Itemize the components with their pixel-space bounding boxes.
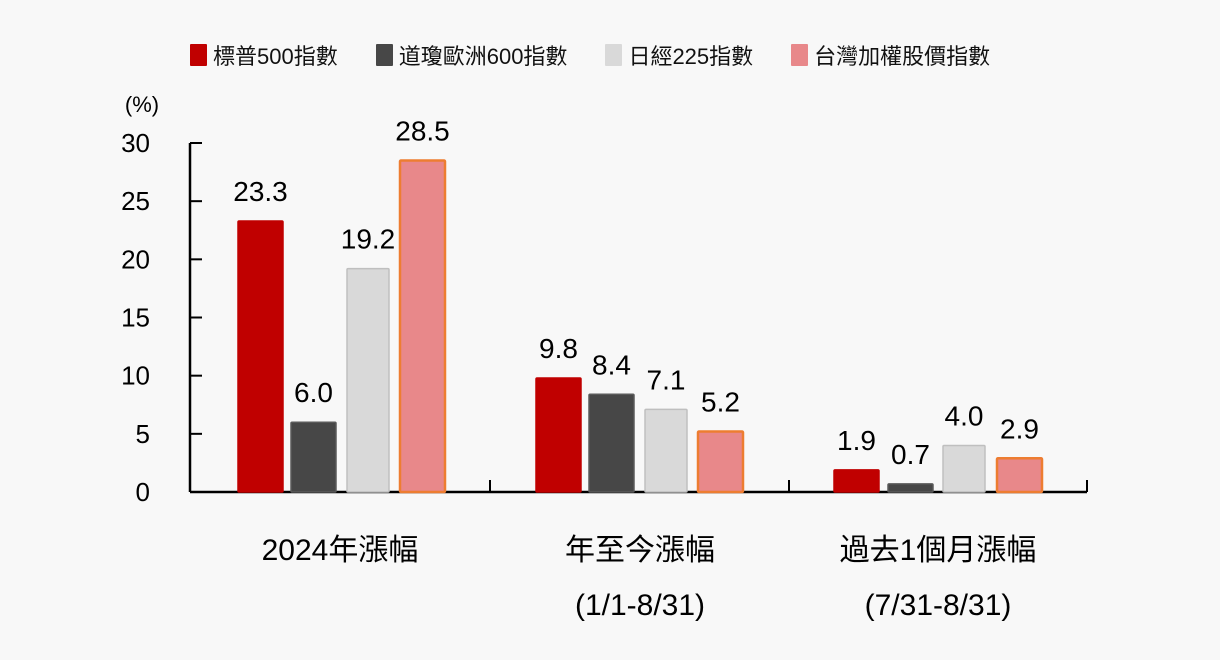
legend-swatch-stoxx600 bbox=[375, 44, 393, 66]
bar-sp500 bbox=[237, 220, 284, 493]
data-label-sp500: 9.8 bbox=[539, 333, 578, 364]
data-label-nikkei225: 4.0 bbox=[945, 400, 984, 431]
bar-sp500 bbox=[833, 469, 880, 493]
legend-swatch-taiex bbox=[791, 44, 809, 66]
category-label: (7/31-8/31) bbox=[865, 589, 1012, 622]
y-tick-label: 25 bbox=[121, 186, 150, 216]
bars bbox=[237, 159, 1044, 494]
data-label-stoxx600: 6.0 bbox=[294, 377, 333, 408]
bar-stoxx600 bbox=[887, 483, 934, 493]
legend-swatch-nikkei225 bbox=[605, 44, 623, 66]
data-label-taiex: 28.5 bbox=[395, 115, 450, 146]
legend-swatch-sp500 bbox=[190, 44, 207, 66]
data-label-sp500: 23.3 bbox=[233, 176, 288, 207]
y-axis-unit: (%) bbox=[125, 92, 159, 117]
data-label-nikkei225: 19.2 bbox=[341, 224, 396, 255]
bar-nikkei225 bbox=[644, 408, 688, 493]
data-label-stoxx600: 8.4 bbox=[592, 349, 631, 380]
y-tick-label: 5 bbox=[136, 419, 150, 449]
y-tick-label: 20 bbox=[121, 244, 150, 274]
legend-label-taiex: 台灣加權股價指數 bbox=[814, 44, 991, 69]
category-label: (1/1-8/31) bbox=[575, 589, 705, 622]
y-axis: 0 5 10 15 20 25 30 bbox=[121, 128, 202, 507]
legend-label-nikkei225: 日經225指數 bbox=[628, 44, 754, 69]
data-label-stoxx600: 0.7 bbox=[891, 439, 930, 470]
data-label-sp500: 1.9 bbox=[837, 425, 876, 456]
category-labels: 2024年漲幅 年至今漲幅 (1/1-8/31) 過去1個月漲幅 (7/31-8/31) bbox=[262, 534, 1037, 622]
y-tick-label: 15 bbox=[121, 303, 150, 333]
data-label-nikkei225: 7.1 bbox=[647, 364, 686, 395]
x-axis bbox=[190, 480, 1088, 494]
legend-item-nikkei225: 日經225指數 bbox=[605, 39, 753, 71]
y-tick-label: 30 bbox=[121, 128, 150, 158]
y-tick-label: 10 bbox=[121, 361, 150, 391]
legend-item-taiex: 台灣加權股價指數 bbox=[791, 39, 990, 71]
chart-legend: 標普500指數 道瓊歐洲600指數 日經225指數 台灣加權股價指數 bbox=[190, 40, 1028, 70]
data-label-taiex: 5.2 bbox=[701, 387, 740, 418]
bar-sp500 bbox=[535, 377, 582, 493]
legend-item-sp500: 標普500指數 bbox=[190, 39, 338, 71]
legend-label-sp500: 標普500指數 bbox=[213, 44, 338, 69]
bar-nikkei225 bbox=[346, 267, 390, 493]
category-label: 年至今漲幅 bbox=[565, 534, 715, 567]
data-label-taiex: 2.9 bbox=[1000, 413, 1039, 444]
bar-taiex bbox=[696, 430, 745, 494]
data-labels: 23.3 6.0 19.2 28.5 9.8 8.4 7.1 5.2 1.9 0.7 4.0 2.9 bbox=[233, 115, 1039, 469]
legend-item-stoxx600: 道瓊歐洲600指數 bbox=[375, 39, 568, 71]
bar-taiex bbox=[995, 457, 1044, 494]
category-label: 過去1個月漲幅 bbox=[840, 534, 1037, 567]
bar-taiex bbox=[398, 159, 447, 494]
bar-stoxx600 bbox=[588, 393, 635, 493]
category-label: 2024年漲幅 bbox=[262, 534, 419, 567]
bar-nikkei225 bbox=[942, 444, 986, 493]
legend-label-stoxx600: 道瓊歐洲600指數 bbox=[398, 44, 568, 69]
y-tick-label: 0 bbox=[136, 477, 150, 507]
bar-stoxx600 bbox=[290, 421, 337, 493]
